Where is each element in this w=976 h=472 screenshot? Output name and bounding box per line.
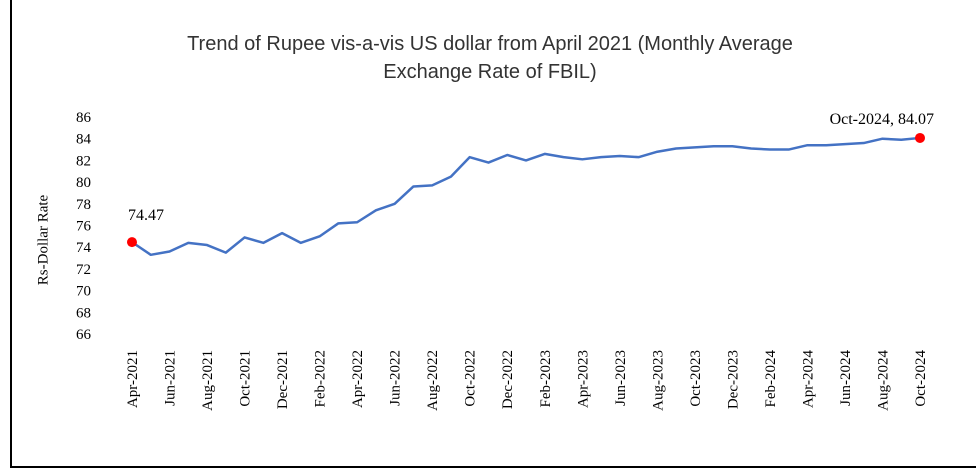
x-tick-label: Aug-2021	[200, 350, 216, 411]
x-tick-label: Jun-2021	[163, 350, 179, 406]
x-tick-label: Apr-2021	[125, 350, 141, 408]
y-tick-label: 86	[76, 110, 92, 126]
y-tick-label: 74	[76, 240, 92, 256]
x-tick-label: Aug-2022	[425, 350, 441, 411]
chart-title: Trend of Rupee vis-a-vis US dollar from …	[110, 30, 870, 86]
x-tick-label: Feb-2024	[763, 350, 779, 408]
x-tick-label: Aug-2023	[650, 350, 666, 411]
data-point-marker	[915, 132, 925, 143]
data-point-marker	[127, 237, 137, 248]
y-tick-label: 68	[76, 305, 91, 321]
frame-bottom-border	[10, 466, 976, 468]
y-tick-label: 84	[76, 132, 92, 148]
x-tick-label: Jun-2023	[613, 350, 629, 406]
x-tick-label: Feb-2023	[538, 350, 554, 408]
frame-left-border	[10, 0, 12, 468]
y-tick-label: 80	[76, 175, 91, 191]
y-tick-label: 78	[76, 197, 91, 213]
x-tick-label: Dec-2021	[275, 350, 291, 409]
y-tick-label: 72	[76, 262, 91, 278]
x-tick-label: Dec-2023	[725, 350, 741, 409]
y-tick-label: 82	[76, 153, 91, 169]
x-tick-label: Oct-2024	[913, 350, 929, 407]
data-label: Oct-2024, 84.07	[830, 111, 934, 128]
x-tick-label: Oct-2022	[463, 350, 479, 407]
x-tick-label: Jun-2022	[388, 350, 404, 406]
chart-title-line-1: Trend of Rupee vis-a-vis US dollar from …	[187, 33, 793, 55]
x-tick-label: Dec-2022	[500, 350, 516, 409]
x-tick-label: Jun-2024	[838, 350, 854, 406]
x-tick-label: Apr-2024	[800, 350, 816, 409]
series-line	[130, 136, 922, 257]
data-label: 74.47	[128, 207, 164, 224]
chart-title-line-2: Exchange Rate of FBIL)	[383, 61, 597, 83]
x-tick-label: Oct-2023	[688, 350, 704, 407]
y-tick-label: 70	[76, 284, 91, 300]
x-tick-label: Oct-2021	[238, 350, 254, 407]
y-tick-label: 66	[76, 327, 92, 343]
x-tick-label: Apr-2023	[575, 350, 591, 408]
y-tick-label: 76	[76, 219, 92, 235]
x-tick-label: Apr-2022	[350, 350, 366, 408]
x-tick-label: Aug-2024	[875, 350, 891, 411]
x-tick-label: Feb-2022	[313, 350, 329, 408]
